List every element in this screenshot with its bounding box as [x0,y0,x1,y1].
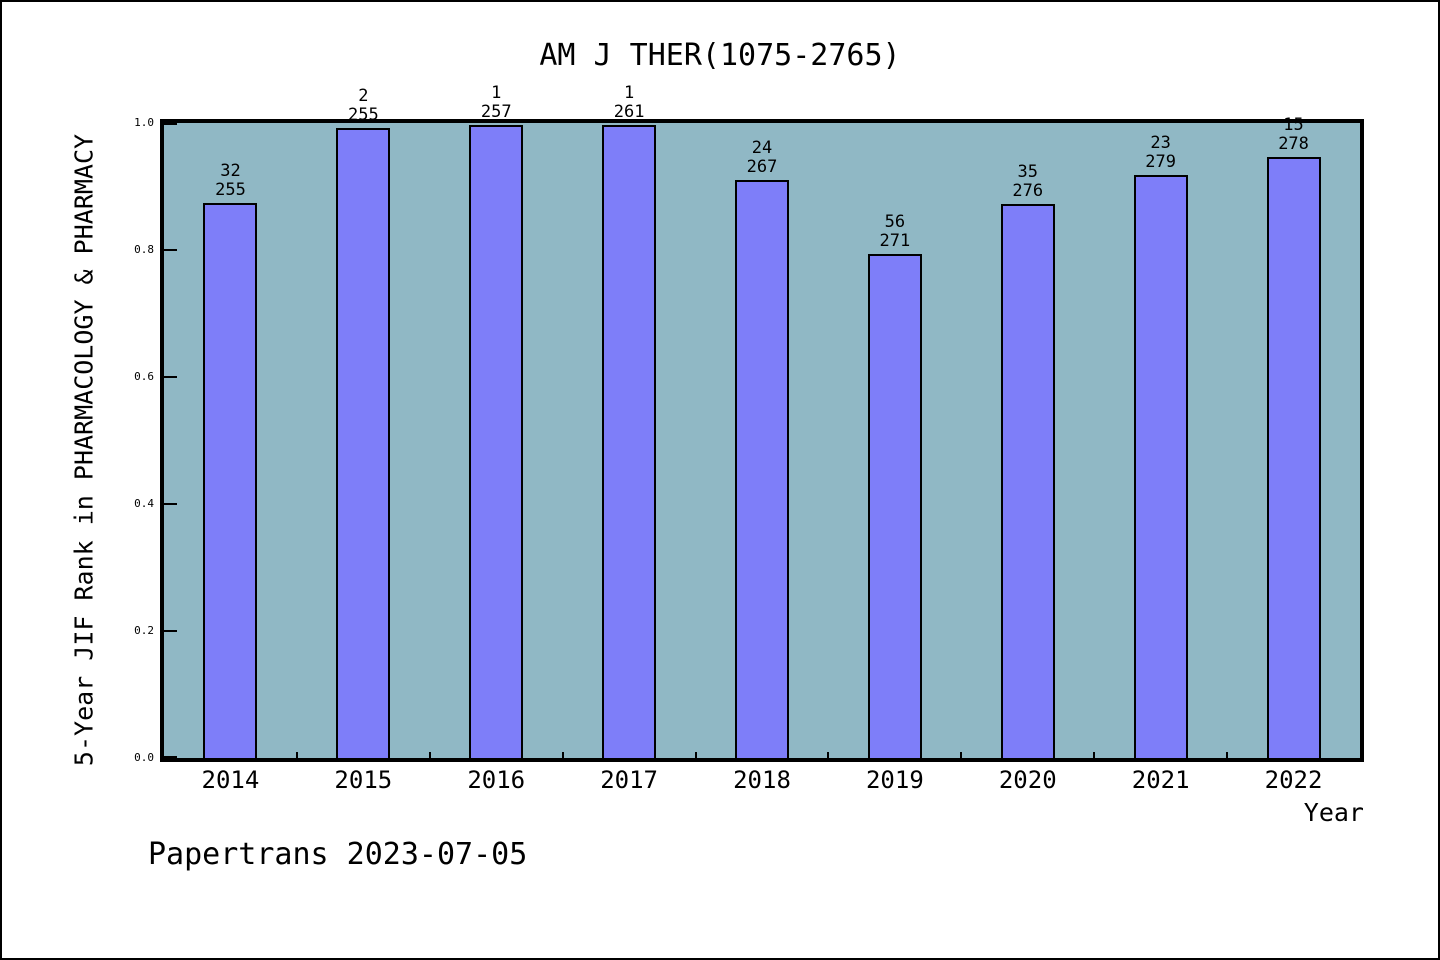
bar-value-label-2014: 32 255 [160,160,300,200]
bar-2015 [336,127,391,758]
bar-value-label-2020: 35 276 [958,161,1098,201]
bar-value-label-2019: 56 271 [825,213,965,251]
x-axis-title: Year [1303,798,1364,827]
bar-value-label-2015: 2 255 [293,85,433,125]
y-tick-label: 0.4 [134,497,154,510]
y-tick [164,123,177,125]
bar-2017 [602,125,657,758]
plot-area: 32 255 2 255 1 257 1 261 24 267 56 271 35 276 23 279 15 2… [160,84,1364,762]
bar-rank-value: 1 [491,83,502,104]
bar-rank-value: 2 [358,85,369,106]
chart-title: AM J THER(1075-2765) [539,38,901,73]
bar-rank-value: 1 [623,83,635,104]
bar-total-value: 261 [613,102,645,123]
x-tick-label-2022: 2022 [1264,766,1323,794]
y-tick-label: 0.0 [134,751,154,764]
watermark-text: Papertrans 2023-07-05 [148,837,528,872]
bar-value-label-2021: 23 279 [1091,134,1231,172]
y-tick [164,376,177,378]
y-tick [164,630,177,632]
y-tick-label: 0.6 [134,370,154,383]
bar-total-value: 255 [215,179,246,200]
x-tick-label-2016: 2016 [467,766,526,794]
bar-2014 [203,202,258,758]
x-tick [1226,752,1229,758]
x-tick [428,752,431,758]
bar-2018 [735,180,789,758]
x-tick [827,752,830,758]
x-tick [295,752,298,758]
x-tick-label-2014: 2014 [201,766,260,794]
x-tick-label-2019: 2019 [865,766,924,794]
bar-total-value: 267 [746,157,778,178]
bar-rank-value: 35 [1017,161,1038,182]
bar-2020 [1000,203,1055,758]
x-tick-label-2020: 2020 [998,766,1057,794]
y-axis-title: 5-Year JIF Rank in PHARMACOLOGY & PHARMA… [69,133,99,767]
bar-2016 [469,125,524,758]
bar-2021 [1133,175,1188,758]
bar-value-label-2018: 24 267 [692,139,832,177]
y-tick-label: 1.0 [134,116,154,129]
bar-total-value: 255 [347,104,379,125]
y-tick [164,503,177,505]
bar-value-label-2016: 1 257 [426,84,566,122]
bar-total-value: 271 [879,231,911,252]
bar-2019 [867,254,922,758]
x-tick [561,752,564,758]
bar-total-value: 278 [1278,134,1309,155]
x-tick-label-2015: 2015 [334,766,393,794]
bar-rank-value: 15 [1283,115,1304,136]
bar-value-label-2017: 1 261 [559,84,699,122]
bar-2022 [1266,157,1321,758]
y-tick-label: 0.2 [134,624,154,637]
y-tick [164,756,177,758]
bar-rank-value: 56 [884,212,906,233]
x-tick-label-2017: 2017 [600,766,658,794]
x-tick [960,752,963,758]
x-tick-label-2021: 2021 [1131,766,1190,794]
y-tick [164,249,177,251]
bar-rank-value: 32 [220,160,241,181]
bar-rank-value: 23 [1150,133,1171,154]
bar-total-value: 276 [1012,180,1044,201]
x-tick-label-2018: 2018 [733,766,791,794]
y-tick-label: 0.8 [134,243,154,256]
bar-rank-value: 24 [751,138,773,159]
bar-total-value: 279 [1145,152,1177,173]
bar-value-label-2022: 15 278 [1224,116,1364,154]
bar-total-value: 257 [480,102,512,123]
x-tick [1093,752,1096,758]
x-tick [694,752,697,758]
